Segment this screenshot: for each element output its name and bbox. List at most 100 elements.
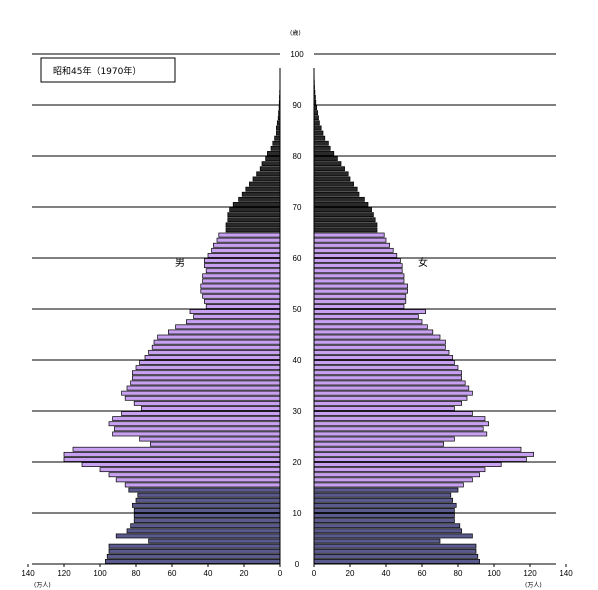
male-bar <box>238 196 281 202</box>
male-bar <box>252 176 281 182</box>
female-bar <box>313 360 455 365</box>
female-bar <box>313 156 338 161</box>
female-bar <box>313 513 455 518</box>
value-unit-label-male: (万人) <box>34 582 51 589</box>
male-bar <box>200 288 281 294</box>
female-bar <box>313 298 407 304</box>
female-bar <box>313 477 473 483</box>
female-bar <box>313 390 473 396</box>
male-bar <box>63 451 281 457</box>
female-bar <box>313 120 320 126</box>
male-bar <box>139 436 281 442</box>
male-bar <box>124 482 281 488</box>
male-bar <box>135 365 281 371</box>
female-bar <box>313 411 473 416</box>
male-bar <box>108 421 281 427</box>
male-bar <box>106 553 281 559</box>
x-tick-label-female: 60 <box>418 569 427 578</box>
female-bar <box>313 191 360 197</box>
x-tick-label-female: 20 <box>346 569 355 578</box>
age-tick-label: 70 <box>293 203 302 212</box>
age-tick-label: 90 <box>293 101 302 110</box>
x-tick-label-female: 100 <box>487 569 501 578</box>
female-bar <box>313 457 527 462</box>
male-bar <box>132 502 281 508</box>
male-bar <box>150 441 281 447</box>
female-bar <box>313 130 324 136</box>
male-bar <box>108 472 281 478</box>
female-bar <box>313 207 372 212</box>
female-bar <box>313 400 462 406</box>
male-bar <box>227 217 281 223</box>
age-tick-label: 20 <box>293 458 302 467</box>
female-bar <box>313 349 450 355</box>
female-bar <box>313 263 403 269</box>
male-bar <box>148 538 281 544</box>
x-tick-label-male: 0 <box>278 569 283 578</box>
male-bar <box>148 349 281 355</box>
male-bar <box>141 406 281 411</box>
grid-lines <box>32 53 556 514</box>
age-tick-label: 40 <box>293 356 302 365</box>
female-bar <box>313 176 351 182</box>
female-bar <box>313 538 441 544</box>
male-bar <box>265 156 281 161</box>
male-bar <box>81 462 281 467</box>
male-bar <box>229 207 281 212</box>
age-tick-label: 60 <box>293 254 302 263</box>
female-bar <box>313 171 349 177</box>
female-bar <box>313 523 461 529</box>
male-bar <box>204 298 281 304</box>
male-bar <box>114 426 281 432</box>
male-bar <box>124 395 281 401</box>
female-bar <box>313 125 322 131</box>
female-bar <box>313 309 426 314</box>
male-bar <box>232 202 281 207</box>
female-bar <box>313 329 434 335</box>
female-bar <box>313 135 326 141</box>
male-bar <box>261 161 281 167</box>
male-bar <box>213 242 281 248</box>
female-bar <box>313 253 398 258</box>
male-bar <box>276 130 281 136</box>
male-bar <box>168 329 281 335</box>
x-tick-label-male: 60 <box>168 569 177 578</box>
female-bar <box>313 115 319 121</box>
male-bar <box>108 548 281 554</box>
male-bar <box>186 319 281 325</box>
age-tick-label: 0 <box>295 560 300 569</box>
x-tick-label-female: 120 <box>523 569 537 578</box>
male-bar <box>204 258 281 263</box>
male-bar <box>245 186 281 192</box>
male-bar <box>133 513 281 518</box>
female-bar <box>313 334 441 340</box>
female-bar <box>313 446 522 452</box>
male-bar <box>225 222 281 228</box>
age-tick-label: 30 <box>293 407 302 416</box>
male-bars <box>63 74 281 564</box>
x-tick-label-male: 40 <box>204 569 213 578</box>
male-bar <box>200 283 281 289</box>
x-tick-label-male: 100 <box>93 569 107 578</box>
male-bar <box>256 171 281 177</box>
male-bar <box>133 400 281 406</box>
female-bar <box>313 212 374 218</box>
female-bar <box>313 339 446 345</box>
x-tick-label-female: 40 <box>382 569 391 578</box>
female-bar <box>313 161 342 167</box>
male-bar <box>115 477 281 483</box>
female-bar <box>313 370 462 376</box>
female-bar <box>313 242 390 248</box>
female-bar <box>313 416 486 422</box>
female-bar <box>313 314 419 320</box>
axes: 140 120 100 80 60 40 20 0 0 20 40 60 80 100 120 140 0 10 2… <box>21 50 573 578</box>
male-bar <box>63 457 281 462</box>
male-bar <box>249 181 281 187</box>
male-bar <box>274 135 281 141</box>
male-bar <box>189 309 281 314</box>
value-unit-label-female: (万人) <box>525 582 542 589</box>
age-tick-label: 10 <box>293 509 302 518</box>
female-bar <box>313 406 455 411</box>
female-bar <box>313 380 466 386</box>
